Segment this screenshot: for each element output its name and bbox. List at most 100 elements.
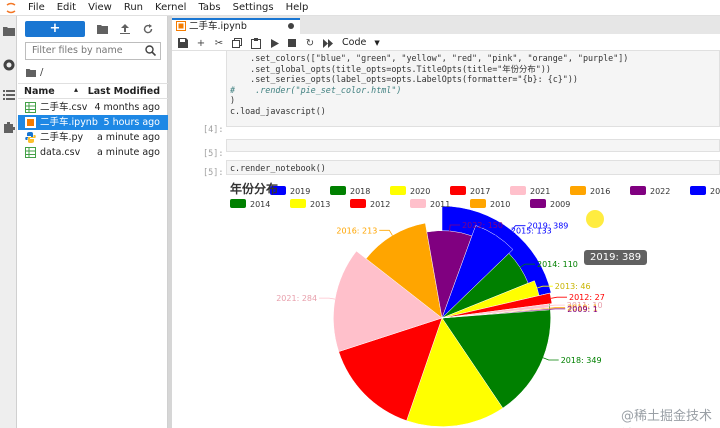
slice-label: 2012: 27	[569, 293, 605, 302]
label-leader-line	[379, 229, 393, 236]
legend-item[interactable]: 2013	[290, 199, 330, 209]
pie-slice-2012[interactable]	[441, 292, 553, 319]
refresh-icon[interactable]	[141, 22, 155, 36]
file-name: 二手车.csv	[40, 102, 88, 113]
cell-prompt: [5]:	[203, 149, 224, 159]
legend-item[interactable]: 2010	[470, 199, 510, 209]
insert-cell-icon[interactable]: +	[196, 37, 206, 49]
pie-slice-2020[interactable]	[406, 317, 504, 427]
pie-labels: 2019: 389 2018: 349 2021: 284 2016: 213 2022…	[276, 221, 605, 365]
running-icon[interactable]	[2, 58, 15, 71]
legend-item[interactable]: 2017	[450, 186, 490, 196]
legend-item[interactable]: 2009	[530, 199, 570, 209]
pie-slice-2021[interactable]	[333, 250, 443, 352]
menu-file[interactable]: File	[28, 1, 45, 13]
label-leader-line	[495, 229, 509, 236]
folder-icon[interactable]	[2, 24, 15, 37]
file-row[interactable]: 二手车.csv 4 months ago	[18, 100, 168, 115]
file-row[interactable]: 二手车.py a minute ago	[18, 130, 168, 145]
file-modified: a minute ago	[96, 147, 160, 158]
pie-slice-2009[interactable]	[441, 308, 550, 319]
pie-chart-svg: 2019: 389 2018: 349 2021: 284 2016: 213 2022…	[230, 186, 720, 427]
cut-icon[interactable]: ✂	[214, 37, 224, 49]
panel-divider[interactable]	[168, 16, 172, 428]
label-leader-line	[511, 225, 526, 231]
menu-kernel[interactable]: Kernel	[155, 1, 187, 13]
legend-item[interactable]: 2022	[630, 186, 670, 196]
legend-swatch	[450, 186, 466, 195]
legend-item[interactable]: 2021	[510, 186, 550, 196]
legend-item[interactable]: 2014	[230, 199, 270, 209]
legend-item[interactable]: 2011	[410, 199, 450, 209]
legend-swatch	[390, 186, 406, 195]
paste-icon[interactable]	[250, 37, 262, 49]
folder-crumb-icon	[26, 68, 36, 77]
python-file-icon	[25, 132, 36, 143]
tab-title: 二手车.ipynb	[189, 21, 247, 32]
sort-caret-icon: ▴	[74, 85, 79, 94]
file-row-selected[interactable]: 二手车.ipynb 5 hours ago	[18, 115, 168, 130]
new-launcher-button[interactable]: +	[25, 21, 85, 37]
legend-item[interactable]: 2020	[390, 186, 430, 196]
tab-notebook[interactable]: 二手车.ipynb	[172, 18, 300, 34]
legend-item[interactable]: 2018	[330, 186, 370, 196]
empty-cell-input[interactable]	[226, 139, 720, 152]
slice-label: 2019: 389	[528, 222, 569, 231]
column-name-header[interactable]: Name	[24, 86, 55, 97]
restart-icon[interactable]: ↻	[305, 37, 315, 49]
code-line: c.load_javascript()	[230, 105, 326, 116]
slice-label: 2016: 213	[336, 226, 377, 235]
cell-type-select[interactable]: Code ▼	[342, 37, 380, 48]
commands-icon[interactable]	[2, 88, 15, 101]
save-icon[interactable]	[177, 37, 189, 49]
legend-item[interactable]: 2019	[270, 186, 310, 196]
label-leader-line	[551, 296, 567, 299]
restart-run-all-icon[interactable]	[322, 37, 334, 49]
legend-label: 2010	[490, 200, 510, 209]
copy-icon[interactable]	[231, 37, 243, 49]
legend-item[interactable]: 2012	[350, 199, 390, 209]
document-tab-bar: 二手车.ipynb	[172, 16, 720, 34]
legend-item[interactable]: 2015	[690, 186, 720, 196]
code-line: .set_colors(["blue", "green", "yellow", …	[230, 53, 629, 63]
csv-file-icon	[25, 102, 36, 113]
legend-swatch	[270, 186, 286, 195]
code-cell-input[interactable]: c.render_notebook()	[226, 160, 720, 175]
stop-icon[interactable]	[286, 37, 298, 49]
pie-slice-2016[interactable]	[365, 222, 443, 319]
menu-run[interactable]: Run	[123, 1, 144, 13]
legend-label: 2016	[590, 187, 610, 196]
file-browser-toolbar: +	[18, 18, 168, 40]
file-row[interactable]: data.csv a minute ago	[18, 145, 168, 160]
pie-slices	[333, 205, 553, 427]
file-filter-input[interactable]: Filter files by name	[25, 42, 161, 60]
upload-icon[interactable]	[118, 22, 132, 36]
menu-view[interactable]: View	[88, 1, 112, 13]
column-modified-header[interactable]: Last Modified	[87, 86, 160, 97]
pie-slice-2015[interactable]	[441, 225, 514, 319]
legend-swatch	[230, 199, 246, 208]
breadcrumb[interactable]: /	[26, 67, 43, 78]
legend-item[interactable]: 2016	[570, 186, 610, 196]
file-modified: 5 hours ago	[103, 117, 160, 128]
menu-edit[interactable]: Edit	[56, 1, 77, 13]
legend-swatch	[530, 199, 546, 208]
run-icon[interactable]	[269, 37, 281, 49]
label-leader-line	[549, 307, 566, 309]
menu-help[interactable]: Help	[285, 1, 309, 13]
new-folder-icon[interactable]	[95, 22, 109, 36]
label-leader-line	[549, 308, 566, 310]
notebook-panel: 二手车.ipynb + ✂ ↻ Code ▼ .set_colors(["blue…	[172, 16, 720, 428]
unsaved-indicator-icon[interactable]	[288, 23, 294, 29]
menu-tabs[interactable]: Tabs	[198, 1, 221, 13]
legend-swatch	[510, 186, 526, 195]
watermark: @稀土掘金技术社区	[621, 409, 713, 424]
code-cell-input[interactable]: .set_colors(["blue", "green", "yellow", …	[226, 51, 720, 127]
code-line: .set_global_opts(title_opts=opts.TitleOp…	[230, 63, 551, 74]
pie-slice-2017[interactable]	[338, 317, 443, 422]
menu-settings[interactable]: Settings	[232, 1, 274, 13]
extension-icon[interactable]	[2, 120, 15, 133]
legend-swatch	[410, 199, 426, 208]
file-name: 二手车.py	[40, 132, 84, 143]
legend-swatch	[630, 186, 646, 195]
